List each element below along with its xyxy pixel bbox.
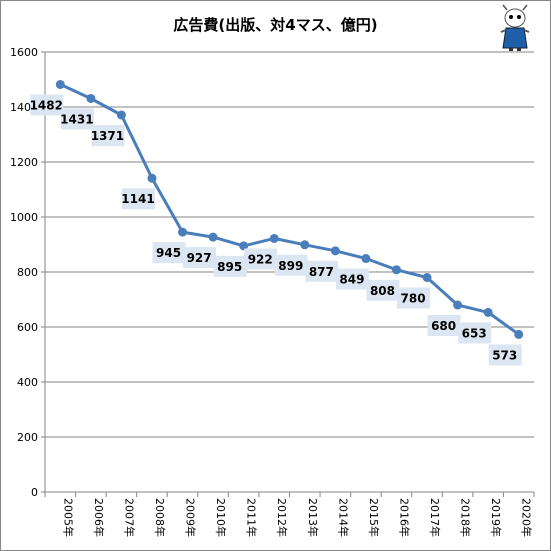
x-tick-label: 2009年 <box>184 498 198 537</box>
data-label-box <box>397 287 431 309</box>
series-line <box>59 83 520 336</box>
y-tick-label: 400 <box>17 376 38 389</box>
data-label: 849 <box>339 273 364 287</box>
x-tick-label: 2014年 <box>336 498 350 537</box>
data-label-box <box>183 247 217 269</box>
x-tick-label: 2011年 <box>245 498 259 537</box>
data-label-box <box>60 108 94 130</box>
y-tick-label: 800 <box>17 266 38 279</box>
data-point <box>453 300 463 310</box>
data-label-box <box>366 279 400 301</box>
x-tick-label: 2017年 <box>428 498 442 537</box>
x-tick-label: 2005年 <box>61 498 75 537</box>
data-label: 653 <box>462 326 487 340</box>
data-label: 899 <box>278 259 303 273</box>
data-label-box <box>244 248 278 270</box>
x-tick-label: 2012年 <box>275 498 289 537</box>
data-label: 877 <box>309 265 334 279</box>
data-label: 945 <box>156 246 181 260</box>
data-label-box <box>91 124 125 146</box>
data-point <box>239 241 249 251</box>
x-tick-label: 2008年 <box>153 498 167 537</box>
x-tick-label: 2010年 <box>214 498 228 537</box>
data-label-box <box>152 242 186 264</box>
x-tick-label: 2015年 <box>367 498 381 537</box>
data-point <box>422 273 432 282</box>
data-label: 680 <box>431 319 456 333</box>
x-tick-label: 2018年 <box>459 498 473 537</box>
mascot-icon <box>500 4 530 51</box>
data-label: 895 <box>217 260 242 274</box>
data-point <box>116 110 126 120</box>
x-tick-label: 2013年 <box>306 498 320 537</box>
data-label-box <box>427 315 461 336</box>
y-tick-label: 1200 <box>10 156 38 169</box>
data-label-box <box>305 260 339 282</box>
data-label-box <box>458 322 492 344</box>
x-tick-label: 2006年 <box>92 498 106 537</box>
data-label: 808 <box>370 284 395 298</box>
data-point <box>483 307 493 317</box>
data-label-box <box>335 268 369 290</box>
data-point <box>55 79 65 89</box>
data-label-box <box>274 254 308 276</box>
data-point <box>391 265 401 275</box>
data-label-box <box>213 255 247 277</box>
data-point <box>330 246 340 256</box>
data-label: 1431 <box>60 112 93 126</box>
x-tick-label: 2020年 <box>520 498 534 537</box>
x-tick-label: 2019年 <box>489 498 503 537</box>
data-point <box>147 173 157 183</box>
data-point <box>269 233 279 243</box>
data-label: 1141 <box>121 192 154 206</box>
data-label: 1482 <box>30 98 63 112</box>
y-tick-label: 1600 <box>10 46 38 59</box>
data-label: 1371 <box>91 129 124 143</box>
data-label-box <box>30 94 64 116</box>
data-point <box>178 227 188 237</box>
data-label: 780 <box>401 292 426 306</box>
data-point <box>361 254 371 264</box>
data-label: 927 <box>187 251 212 265</box>
y-tick-label: 600 <box>17 321 38 334</box>
data-point <box>208 232 218 242</box>
data-label-box <box>121 188 155 210</box>
data-label-box <box>488 344 522 366</box>
data-point <box>514 329 524 339</box>
data-label: 573 <box>492 348 517 362</box>
data-label: 922 <box>248 252 273 266</box>
data-point <box>300 240 310 250</box>
x-tick-label: 2016年 <box>397 498 411 537</box>
x-tick-label: 2007年 <box>122 498 136 537</box>
y-tick-label: 0 <box>31 486 38 499</box>
y-tick-label: 200 <box>17 431 38 444</box>
y-tick-label: 1000 <box>10 211 38 224</box>
data-point <box>86 93 96 103</box>
chart-title: 広告費(出版、対4マス、億円) <box>173 16 378 34</box>
